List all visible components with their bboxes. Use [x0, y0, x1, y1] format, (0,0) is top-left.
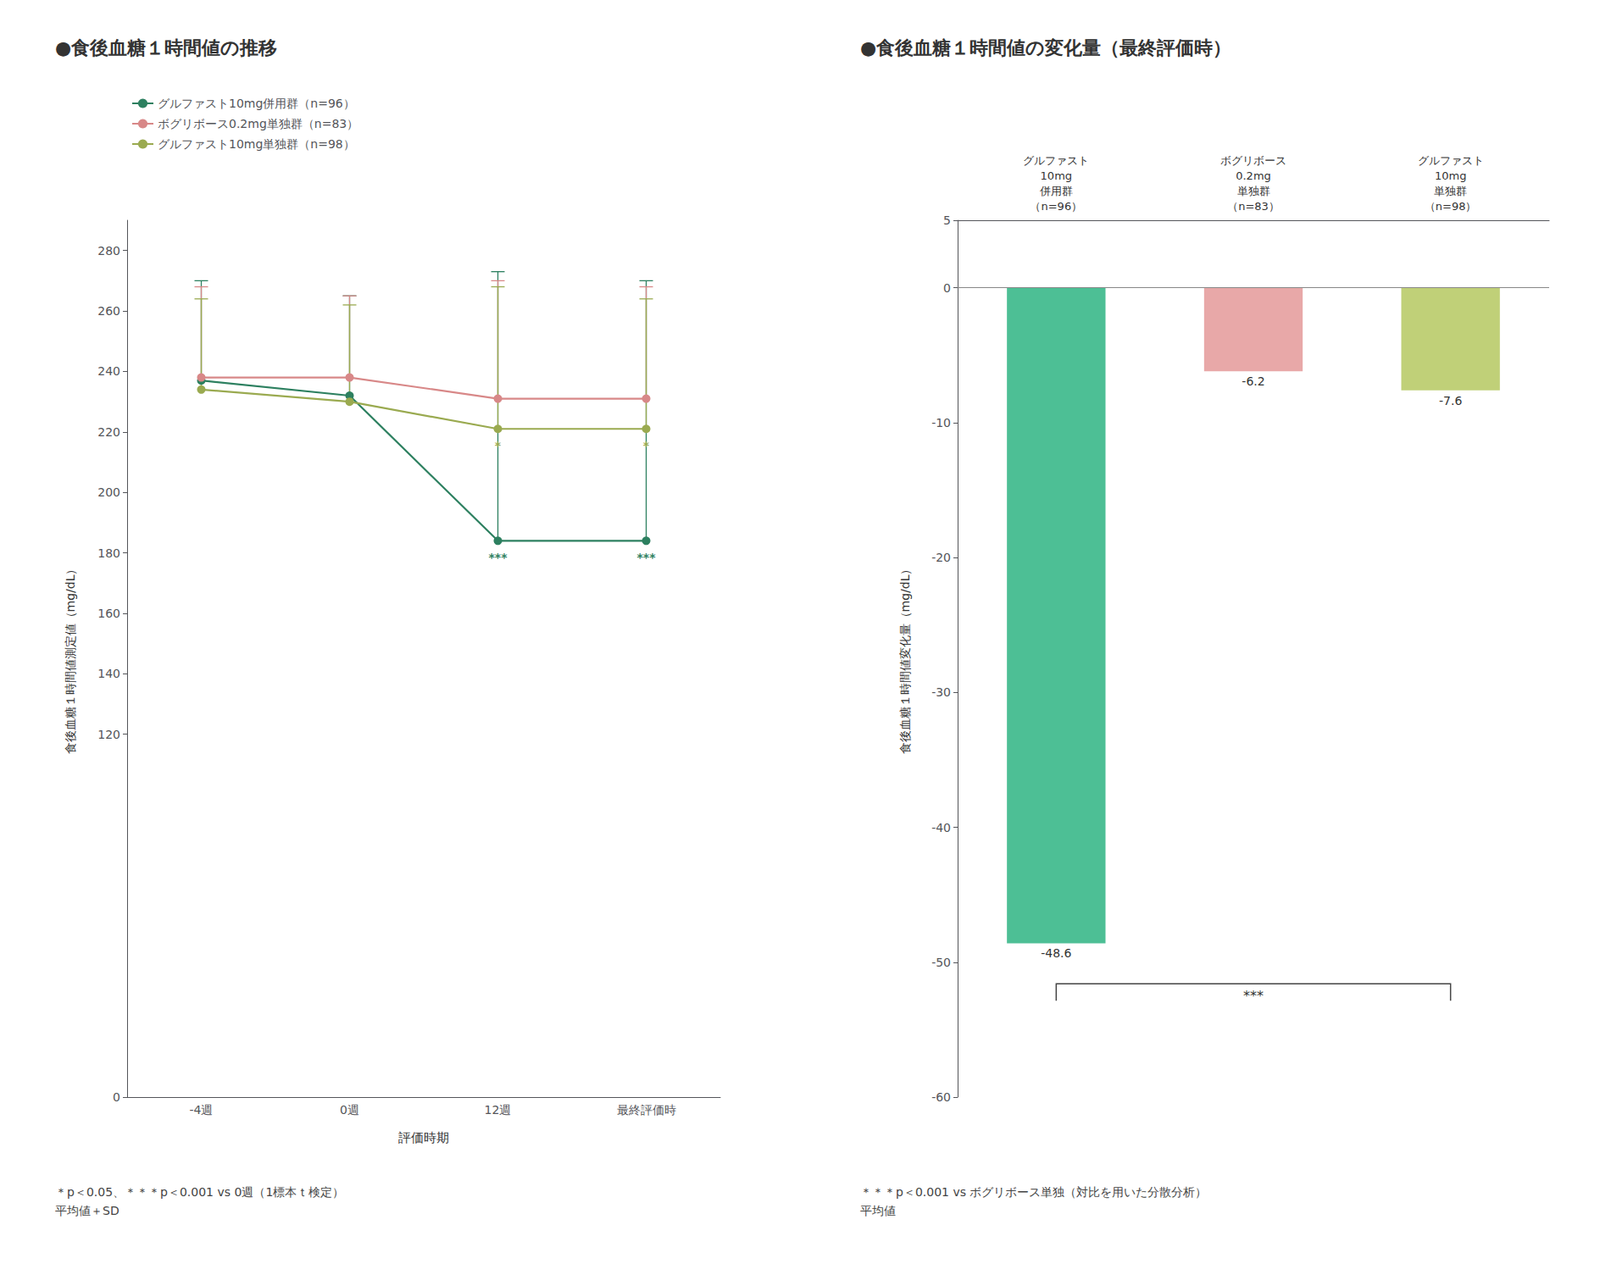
- svg-text:140: 140: [97, 666, 121, 681]
- svg-text:単独群: 単独群: [1433, 184, 1467, 198]
- svg-text:-4週: -4週: [189, 1103, 214, 1117]
- svg-text:12週: 12週: [484, 1103, 512, 1117]
- svg-text:（n=83）: （n=83）: [1227, 200, 1280, 213]
- svg-text:0: 0: [112, 1090, 121, 1105]
- svg-text:-6.2: -6.2: [1241, 374, 1265, 389]
- svg-text:併用群: 併用群: [1038, 184, 1073, 198]
- svg-text:グルファスト10mg併用群（n=96）: グルファスト10mg併用群（n=96）: [157, 96, 356, 111]
- svg-text:グルファスト10mg単独群（n=98）: グルファスト10mg単独群（n=98）: [157, 137, 356, 151]
- svg-text:食後血糖１時間値変化量（mg/dL）: 食後血糖１時間値変化量（mg/dL）: [898, 563, 912, 756]
- svg-text:食後血糖１時間値測定値（mg/dL）: 食後血糖１時間値測定値（mg/dL）: [63, 563, 78, 756]
- svg-text:120: 120: [97, 727, 121, 742]
- svg-text:280: 280: [97, 244, 121, 258]
- svg-text:200: 200: [97, 485, 121, 500]
- svg-text:5: 5: [943, 213, 951, 228]
- svg-text:***: ***: [637, 550, 657, 565]
- svg-text:-60: -60: [931, 1090, 951, 1105]
- svg-text:-48.6: -48.6: [1040, 946, 1072, 961]
- svg-text:●食後血糖１時間値の推移: ●食後血糖１時間値の推移: [55, 37, 278, 59]
- svg-text:-7.6: -7.6: [1438, 394, 1462, 408]
- svg-text:160: 160: [97, 606, 121, 621]
- svg-text:平均値＋SD: 平均値＋SD: [55, 1204, 120, 1218]
- svg-text:グルファスト: グルファスト: [1417, 154, 1484, 167]
- svg-text:（n=98）: （n=98）: [1424, 200, 1478, 213]
- svg-text:-20: -20: [931, 550, 951, 565]
- svg-text:***: ***: [1243, 988, 1264, 1005]
- svg-text:-30: -30: [931, 685, 951, 700]
- svg-text:0.2mg: 0.2mg: [1235, 169, 1272, 183]
- svg-text:-50: -50: [931, 955, 951, 970]
- svg-text:平均値: 平均値: [860, 1204, 896, 1218]
- svg-text:ボグリボース0.2mg単独群（n=83）: ボグリボース0.2mg単独群（n=83）: [157, 116, 359, 131]
- svg-text:10mg: 10mg: [1434, 169, 1467, 183]
- svg-text:240: 240: [97, 364, 121, 378]
- svg-text:*: *: [643, 438, 650, 453]
- svg-text:＊p＜0.05、＊＊＊p＜0.001 vs 0週（1標本ｔ検: ＊p＜0.05、＊＊＊p＜0.001 vs 0週（1標本ｔ検定）: [55, 1185, 345, 1200]
- svg-text:（n=96）: （n=96）: [1029, 200, 1083, 213]
- svg-text:180: 180: [97, 546, 121, 561]
- svg-text:●食後血糖１時間値の変化量（最終評価時）: ●食後血糖１時間値の変化量（最終評価時）: [860, 37, 1232, 59]
- svg-text:220: 220: [97, 425, 121, 439]
- svg-text:-40: -40: [931, 821, 951, 835]
- svg-text:ボグリボース: ボグリボース: [1220, 154, 1287, 167]
- svg-text:0週: 0週: [339, 1103, 360, 1117]
- svg-text:260: 260: [97, 304, 121, 318]
- svg-text:評価時期: 評価時期: [398, 1130, 450, 1146]
- svg-text:***: ***: [488, 550, 509, 565]
- svg-text:-10: -10: [931, 416, 951, 430]
- svg-text:単独群: 単独群: [1237, 184, 1271, 198]
- svg-text:最終評価時: 最終評価時: [616, 1103, 677, 1117]
- svg-text:10mg: 10mg: [1040, 169, 1073, 183]
- svg-text:*: *: [494, 438, 502, 453]
- svg-text:＊＊＊p＜0.001 vs ボグリボース単独（対比を用いた分: ＊＊＊p＜0.001 vs ボグリボース単独（対比を用いた分散分析）: [860, 1185, 1207, 1200]
- svg-text:グルファスト: グルファスト: [1022, 154, 1089, 167]
- svg-text:0: 0: [943, 281, 951, 295]
